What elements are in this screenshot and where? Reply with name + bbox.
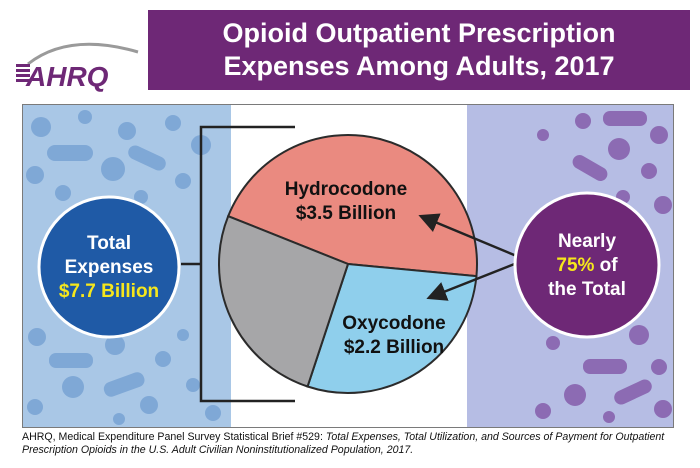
- total-expenses-callout: Total Expenses $7.7 Billion: [37, 195, 181, 339]
- total-line-2: Expenses: [65, 257, 154, 278]
- hydrocodone-label-value: $3.5 Billion: [296, 203, 396, 224]
- pie-chart: Hydrocodone $3.5 Billion Oxycodone $2.2 …: [23, 105, 673, 427]
- source-title: Total Expenses, Total Utilization, and S…: [22, 431, 665, 456]
- total-line-1: Total: [87, 233, 131, 254]
- chart-panel: Hydrocodone $3.5 Billion Oxycodone $2.2 …: [22, 104, 674, 428]
- share-line-1: Nearly: [558, 231, 617, 252]
- hydrocodone-label-name: Hydrocodone: [285, 179, 407, 200]
- source-prefix: AHRQ, Medical Expenditure Panel Survey S…: [22, 431, 326, 443]
- svg-text:AHRQ: AHRQ: [25, 61, 109, 92]
- ahrq-logo: AHRQ: [16, 42, 139, 92]
- oxycodone-label-name: Oxycodone: [342, 313, 445, 334]
- pie-slice-other: [218, 214, 350, 388]
- arrow-to-hydrocodone: [418, 213, 520, 259]
- title-banner: Opioid Outpatient Prescription Expenses …: [148, 10, 690, 90]
- share-line-3: the Total: [548, 279, 626, 300]
- bracket: [181, 125, 295, 403]
- share-line-2: 75% of: [556, 255, 618, 276]
- title-line-1: Opioid Outpatient Prescription: [222, 18, 616, 48]
- share-of: of: [594, 255, 618, 276]
- share-callout: Nearly 75% of the Total: [513, 191, 661, 339]
- total-line-3: $7.7 Billion: [59, 281, 159, 302]
- title-line-2: Expenses Among Adults, 2017: [223, 51, 615, 81]
- pill-decoration-right: [535, 111, 672, 423]
- share-percent: 75%: [556, 255, 594, 276]
- arrow-to-oxycodone: [426, 261, 518, 301]
- source-note: AHRQ, Medical Expenditure Panel Survey S…: [22, 431, 692, 457]
- oxycodone-label-value: $2.2 Billion: [344, 337, 444, 358]
